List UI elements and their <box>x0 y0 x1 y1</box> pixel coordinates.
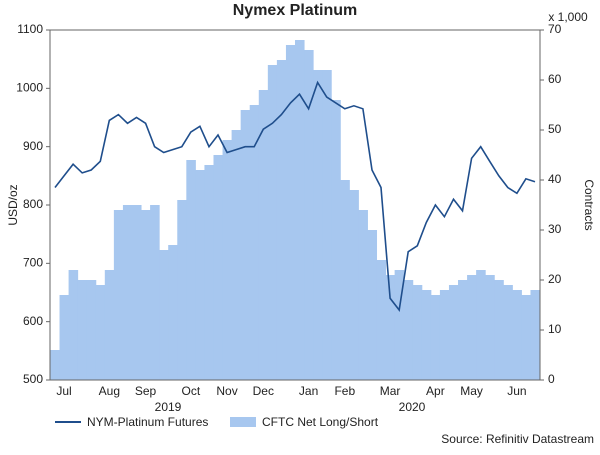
price-line <box>54 80 536 312</box>
area-step <box>77 280 88 380</box>
area-step <box>331 100 341 380</box>
area-step <box>394 270 405 380</box>
area-step <box>285 45 296 380</box>
area-step <box>349 190 359 380</box>
y2-tick-label: 20 <box>548 272 562 286</box>
area-step <box>485 275 495 380</box>
y2-tick-label: 70 <box>548 22 562 36</box>
x-tick-label: Sep <box>135 384 157 398</box>
x-tick-label: Oct <box>182 384 201 398</box>
area-step <box>448 285 459 380</box>
area-step <box>530 290 541 380</box>
legend-label: CFTC Net Long/Short <box>262 415 379 429</box>
x-tick-label: Apr <box>426 384 445 398</box>
area-step <box>186 160 196 380</box>
x-tick-label: Feb <box>334 384 355 398</box>
legend-swatch <box>230 417 256 427</box>
area-step <box>358 210 368 380</box>
area-step <box>439 290 450 380</box>
x-tick-label: May <box>460 384 483 398</box>
area-step <box>222 140 233 380</box>
area-step <box>141 210 151 380</box>
area-step <box>458 280 468 380</box>
y-tick-label: 600 <box>23 314 43 328</box>
y2-tick-label: 30 <box>548 222 562 236</box>
area-step <box>304 50 314 380</box>
area-step <box>168 245 178 380</box>
area-step <box>195 170 205 380</box>
area-step <box>376 260 387 380</box>
y-tick-label: 900 <box>23 139 43 153</box>
area-step <box>249 105 260 380</box>
area-step <box>367 230 378 380</box>
y2-tick-label: 10 <box>548 322 562 336</box>
y2-axis-label: Contracts <box>582 179 596 230</box>
area-step <box>177 200 187 380</box>
area-step <box>258 90 269 380</box>
y-tick-label: 500 <box>23 372 43 386</box>
y-tick-label: 800 <box>23 197 43 211</box>
y2-tick-label: 50 <box>548 122 562 136</box>
area-step <box>240 110 251 380</box>
y2-tick-label: 0 <box>548 372 555 386</box>
area-step <box>385 275 396 380</box>
y2-tick-label: 40 <box>548 172 562 186</box>
year-label: 2019 <box>155 400 182 414</box>
y-tick-label: 700 <box>23 256 43 270</box>
area-step <box>412 285 423 380</box>
area-step <box>313 70 323 380</box>
area-step <box>68 270 79 380</box>
area-step <box>113 210 124 380</box>
area-step <box>503 285 513 380</box>
year-label: 2020 <box>399 400 426 414</box>
area-step <box>122 205 133 380</box>
area-step <box>295 40 305 380</box>
x-tick-label: Jan <box>299 384 318 398</box>
area-step <box>322 70 332 380</box>
x-tick-label: Nov <box>216 384 237 398</box>
area-step <box>476 270 486 380</box>
x-tick-label: Dec <box>253 384 274 398</box>
area-step <box>204 165 214 380</box>
area-step <box>59 295 70 380</box>
area-step <box>159 250 169 380</box>
x-tick-label: Aug <box>99 384 120 398</box>
y-axis-label: USD/oz <box>6 184 20 225</box>
area-step <box>467 275 477 380</box>
area-step <box>512 290 522 380</box>
area-step <box>340 180 350 380</box>
y2-tick-label: 60 <box>548 72 562 86</box>
x-tick-label: Jun <box>507 384 526 398</box>
area-step <box>494 280 504 380</box>
area-step <box>403 280 414 380</box>
x-tick-label: Mar <box>380 384 401 398</box>
area-step <box>421 290 432 380</box>
area-step <box>86 280 97 380</box>
area-step <box>104 270 115 380</box>
source: Source: Refinitiv Datastream <box>441 432 594 446</box>
x-tick-label: Jul <box>56 384 71 398</box>
y2-unit: x 1,000 <box>548 10 588 24</box>
area-step <box>267 65 278 380</box>
area-step <box>95 285 106 380</box>
area-step <box>231 130 242 380</box>
area-step <box>213 155 224 380</box>
area-step <box>521 295 531 380</box>
area-step <box>131 205 142 380</box>
chart-title: Nymex Platinum <box>233 2 357 19</box>
area-step <box>276 60 287 380</box>
area-step <box>430 295 441 380</box>
y-tick-label: 1100 <box>17 22 43 36</box>
y-tick-label: 1000 <box>16 81 43 95</box>
area-step <box>50 350 61 380</box>
area-step <box>150 205 160 380</box>
legend-label: NYM-Platinum Futures <box>87 415 208 429</box>
